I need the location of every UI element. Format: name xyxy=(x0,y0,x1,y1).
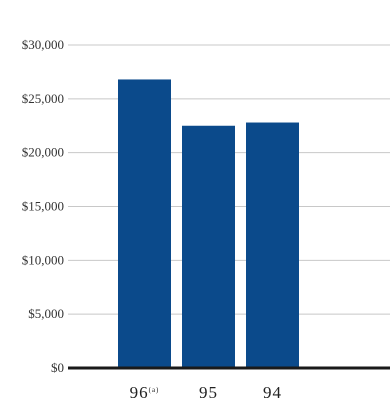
y-tick-label: $15,000 xyxy=(22,199,64,214)
y-axis-tick-labels: $0 $5,000 $10,000 $15,000 $20,000 $25,000 $30,… xyxy=(22,37,64,375)
x-category-label: 95 xyxy=(199,383,218,402)
x-category-label: 94 xyxy=(263,383,282,402)
y-tick-label: $0 xyxy=(51,360,64,375)
x-category-footnote: (a) xyxy=(149,386,160,394)
x-category-label: 96(a) xyxy=(130,383,160,402)
y-tick-label: $5,000 xyxy=(28,306,64,321)
bar-95 xyxy=(182,125,235,368)
bar-94 xyxy=(246,122,299,369)
x-axis-category-labels: 96(a) 95 94 xyxy=(130,383,282,402)
bar-96 xyxy=(118,79,171,368)
y-tick-label: $25,000 xyxy=(22,91,64,106)
y-tick-label: $10,000 xyxy=(22,252,64,267)
y-tick-label: $20,000 xyxy=(22,145,64,160)
y-tick-label: $30,000 xyxy=(22,37,64,52)
bars xyxy=(118,79,299,369)
